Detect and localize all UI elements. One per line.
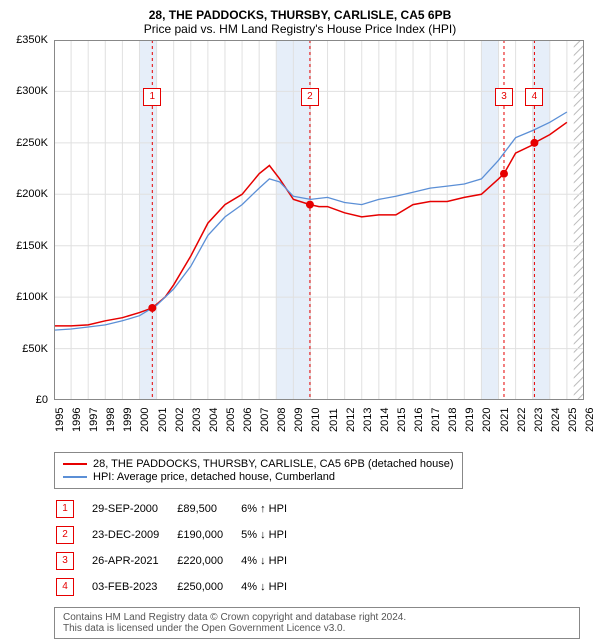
legend: 28, THE PADDOCKS, THURSBY, CARLISLE, CA5… — [54, 452, 463, 489]
y-tick-label: £0 — [36, 394, 48, 406]
sale-price: £190,000 — [177, 523, 239, 547]
x-tick-label: 2016 — [413, 408, 425, 432]
y-tick-label: £50K — [22, 343, 48, 355]
x-axis: 1995 1996 1997 1998 1999 2000 2001 2002 2003 2004… — [54, 402, 584, 442]
sale-date: 29-SEP-2000 — [92, 497, 175, 521]
x-tick-label: 2006 — [242, 408, 254, 432]
x-tick-label: 2024 — [550, 408, 562, 432]
chart-container: 28, THE PADDOCKS, THURSBY, CARLISLE, CA5… — [0, 0, 600, 620]
x-tick-label: 2011 — [328, 408, 340, 432]
chart-titles: 28, THE PADDOCKS, THURSBY, CARLISLE, CA5… — [10, 8, 590, 36]
sale-index-box: 1 — [56, 500, 74, 518]
legend-label: 28, THE PADDOCKS, THURSBY, CARLISLE, CA5… — [93, 458, 454, 470]
sale-price: £220,000 — [177, 549, 239, 573]
x-tick-label: 1998 — [105, 408, 117, 432]
sale-date: 23-DEC-2009 — [92, 523, 175, 547]
legend-row: HPI: Average price, detached house, Cumb… — [63, 471, 454, 483]
sale-marker-4: 4 — [525, 88, 543, 106]
x-tick-label: 2023 — [533, 408, 545, 432]
x-tick-label: 2014 — [379, 408, 391, 432]
x-tick-label: 1997 — [88, 408, 100, 432]
sale-price: £250,000 — [177, 575, 239, 599]
x-tick-label: 2018 — [447, 408, 459, 432]
sale-delta: 4% ↓ HPI — [241, 549, 303, 573]
sale-delta: 6% ↑ HPI — [241, 497, 303, 521]
sale-date: 03-FEB-2023 — [92, 575, 175, 599]
x-tick-label: 2026 — [584, 408, 596, 432]
x-tick-label: 2010 — [310, 408, 322, 432]
sale-marker-3: 3 — [495, 88, 513, 106]
y-tick-label: £100K — [16, 291, 48, 303]
x-tick-label: 2015 — [396, 408, 408, 432]
legend-row: 28, THE PADDOCKS, THURSBY, CARLISLE, CA5… — [63, 458, 454, 470]
x-tick-label: 1996 — [71, 408, 83, 432]
table-row: 2 23-DEC-2009£190,0005% ↓ HPI — [56, 523, 303, 547]
sale-index-box: 4 — [56, 578, 74, 596]
x-tick-label: 2019 — [464, 408, 476, 432]
x-tick-label: 2003 — [191, 408, 203, 432]
sale-marker-2: 2 — [301, 88, 319, 106]
sale-index-box: 2 — [56, 526, 74, 544]
sales-table: 129-SEP-2000£89,5006% ↑ HPI223-DEC-2009£… — [54, 495, 305, 601]
y-tick-label: £250K — [16, 137, 48, 149]
chart-title: 28, THE PADDOCKS, THURSBY, CARLISLE, CA5… — [10, 8, 590, 22]
x-tick-label: 2025 — [567, 408, 579, 432]
x-tick-label: 1999 — [122, 408, 134, 432]
plot-area: 1 2 34 — [54, 40, 584, 400]
chart-subtitle: Price paid vs. HM Land Registry's House … — [10, 22, 590, 36]
sale-delta: 4% ↓ HPI — [241, 575, 303, 599]
x-tick-label: 2020 — [481, 408, 493, 432]
x-tick-label: 2008 — [276, 408, 288, 432]
y-tick-label: £200K — [16, 188, 48, 200]
sale-delta: 5% ↓ HPI — [241, 523, 303, 547]
x-tick-label: 2005 — [225, 408, 237, 432]
attribution: Contains HM Land Registry data © Crown c… — [54, 607, 580, 639]
y-tick-label: £150K — [16, 240, 48, 252]
x-tick-label: 2017 — [430, 408, 442, 432]
table-row: 4 03-FEB-2023£250,0004% ↓ HPI — [56, 575, 303, 599]
x-tick-label: 2009 — [293, 408, 305, 432]
x-tick-label: 2022 — [516, 408, 528, 432]
table-row: 1 29-SEP-2000£89,5006% ↑ HPI — [56, 497, 303, 521]
sale-index-box: 3 — [56, 552, 74, 570]
sale-date: 26-APR-2021 — [92, 549, 175, 573]
sale-marker-1: 1 — [143, 88, 161, 106]
x-tick-label: 2001 — [157, 408, 169, 432]
x-tick-label: 1995 — [54, 408, 66, 432]
x-tick-label: 2013 — [362, 408, 374, 432]
x-tick-label: 2007 — [259, 408, 271, 432]
legend-swatch — [63, 476, 87, 478]
x-tick-label: 2000 — [139, 408, 151, 432]
legend-label: HPI: Average price, detached house, Cumb… — [93, 471, 335, 483]
y-axis: £0£50K£100K£150K£200K£250K£300K£350K — [10, 40, 54, 400]
legend-swatch — [63, 463, 87, 465]
x-tick-label: 2012 — [345, 408, 357, 432]
table-row: 3 26-APR-2021£220,0004% ↓ HPI — [56, 549, 303, 573]
x-tick-label: 2021 — [499, 408, 511, 432]
y-tick-label: £350K — [16, 34, 48, 46]
sale-price: £89,500 — [177, 497, 239, 521]
attribution-line2: This data is licensed under the Open Gov… — [63, 623, 571, 634]
attribution-line1: Contains HM Land Registry data © Crown c… — [63, 612, 571, 623]
x-tick-label: 2002 — [174, 408, 186, 432]
x-tick-label: 2004 — [208, 408, 220, 432]
y-tick-label: £300K — [16, 85, 48, 97]
